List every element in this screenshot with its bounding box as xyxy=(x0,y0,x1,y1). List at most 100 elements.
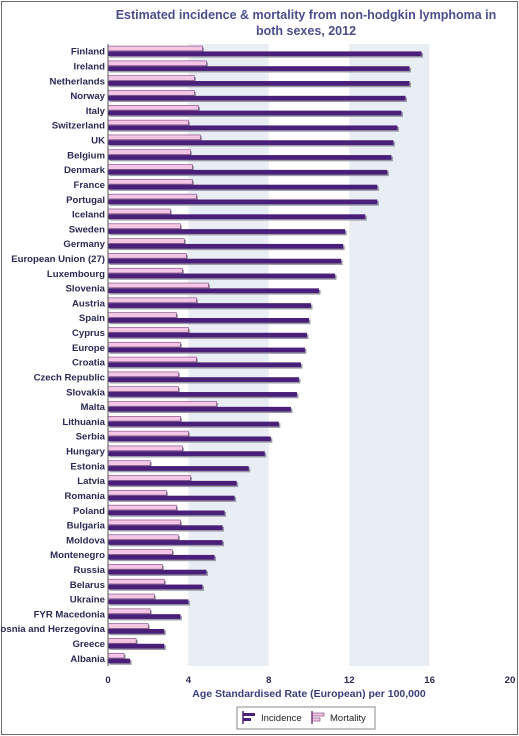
incidence-bar xyxy=(108,51,422,57)
grid-band xyxy=(188,44,269,666)
x-tick-label: 4 xyxy=(186,675,192,686)
category-label: Slovakia xyxy=(66,387,106,398)
mortality-bar xyxy=(107,149,191,155)
mortality-bar xyxy=(107,45,203,52)
bar-group xyxy=(107,45,424,665)
incidence-bar xyxy=(108,288,320,294)
incidence-bar xyxy=(108,436,271,442)
category-label: Switzerland xyxy=(52,121,105,132)
incidence-bar xyxy=(108,362,301,368)
mortality-bar xyxy=(107,371,179,377)
legend-swatch-part xyxy=(311,717,321,722)
incidence-bar xyxy=(108,554,215,560)
mortality-bar xyxy=(107,460,151,466)
incidence-bar xyxy=(108,347,305,353)
mortality-bar xyxy=(107,504,177,511)
grid-band xyxy=(429,44,510,666)
mortality-bar xyxy=(107,60,207,66)
category-label: Denmark xyxy=(64,165,106,176)
grid-bands xyxy=(108,44,510,666)
category-label: Ukraine xyxy=(70,595,105,606)
incidence-bar xyxy=(108,614,181,619)
mortality-bar xyxy=(107,490,167,496)
incidence-bar xyxy=(108,303,312,308)
incidence-bar xyxy=(108,155,392,160)
mortality-bar xyxy=(107,223,181,229)
mortality-bar xyxy=(107,652,125,659)
mortality-bar xyxy=(107,608,151,614)
mortality-bar xyxy=(107,386,179,392)
category-label: Finland xyxy=(71,47,105,58)
incidence-bar xyxy=(108,258,342,264)
incidence-bar xyxy=(108,451,265,457)
x-tick-label: 12 xyxy=(344,675,355,686)
incidence-bar xyxy=(108,184,378,190)
category-label: Cyprus xyxy=(72,328,105,339)
category-label: Latvia xyxy=(77,476,105,487)
incidence-bar xyxy=(108,392,297,397)
incidence-bar xyxy=(108,169,388,175)
incidence-bar xyxy=(108,377,299,382)
category-label: Belarus xyxy=(70,580,105,591)
incidence-bar xyxy=(108,140,394,146)
incidence-bar xyxy=(108,317,309,323)
mortality-bar xyxy=(107,578,165,585)
mortality-bar xyxy=(107,312,177,318)
mortality-bar xyxy=(107,341,181,348)
incidence-bar xyxy=(108,81,410,86)
category-label: Albania xyxy=(70,654,105,665)
mortality-bar xyxy=(107,134,201,140)
category-label: Ireland xyxy=(74,61,106,72)
incidence-bar xyxy=(108,525,223,531)
x-axis-title: Age Standardised Rate (European) per 100… xyxy=(192,688,426,700)
category-label: Lithuania xyxy=(62,417,105,428)
mortality-bar xyxy=(107,416,181,422)
mortality-bar xyxy=(107,119,189,126)
legend-swatch-part xyxy=(243,718,251,721)
incidence-bar xyxy=(108,421,279,427)
mortality-bar xyxy=(107,623,149,629)
incidence-bar xyxy=(108,628,165,634)
incidence-bar xyxy=(108,584,203,590)
incidence-bar xyxy=(108,273,336,279)
category-label: Croatia xyxy=(72,358,106,369)
incidence-bar xyxy=(108,229,346,234)
category-label: Spain xyxy=(79,313,105,324)
incidence-bar xyxy=(108,599,189,605)
incidence-bar xyxy=(108,66,410,71)
category-label: Russia xyxy=(74,565,106,576)
category-label: Europe xyxy=(72,343,105,354)
mortality-bar xyxy=(107,430,189,437)
category-label: Portugal xyxy=(66,195,105,206)
mortality-bar xyxy=(107,253,187,259)
legend-box xyxy=(236,706,376,730)
category-label: Belgium xyxy=(67,150,105,161)
chart-title-line-2: both sexes, 2012 xyxy=(256,24,356,38)
category-label: Italy xyxy=(86,106,106,117)
grid-band xyxy=(268,44,350,666)
incidence-bar xyxy=(108,480,237,486)
category-label: Estonia xyxy=(70,461,105,472)
incidence-bar xyxy=(108,569,207,575)
category-label: Netherlands xyxy=(50,76,105,87)
mortality-bar xyxy=(107,401,217,407)
incidence-bar xyxy=(108,406,291,412)
mortality-bar xyxy=(107,179,193,185)
category-label: Hungary xyxy=(66,447,106,458)
category-label: Bulgaria xyxy=(67,521,106,532)
incidence-bar xyxy=(108,110,402,116)
category-label: Bosnia and Herzegovina xyxy=(0,624,106,635)
category-label: Slovenia xyxy=(66,284,106,295)
mortality-bar xyxy=(107,238,185,244)
incidence-bar xyxy=(108,214,366,220)
incidence-bar xyxy=(108,658,131,664)
legend: Incidence Mortality xyxy=(236,706,376,730)
incidence-bar xyxy=(108,495,235,501)
mortality-bar xyxy=(107,208,171,215)
category-label: France xyxy=(74,180,105,191)
incidence-bar xyxy=(108,95,406,101)
x-tick-labels: 0 4 8 12 16 20 xyxy=(105,675,515,686)
mortality-bar xyxy=(107,297,197,303)
legend-swatch-incidence xyxy=(243,713,255,716)
